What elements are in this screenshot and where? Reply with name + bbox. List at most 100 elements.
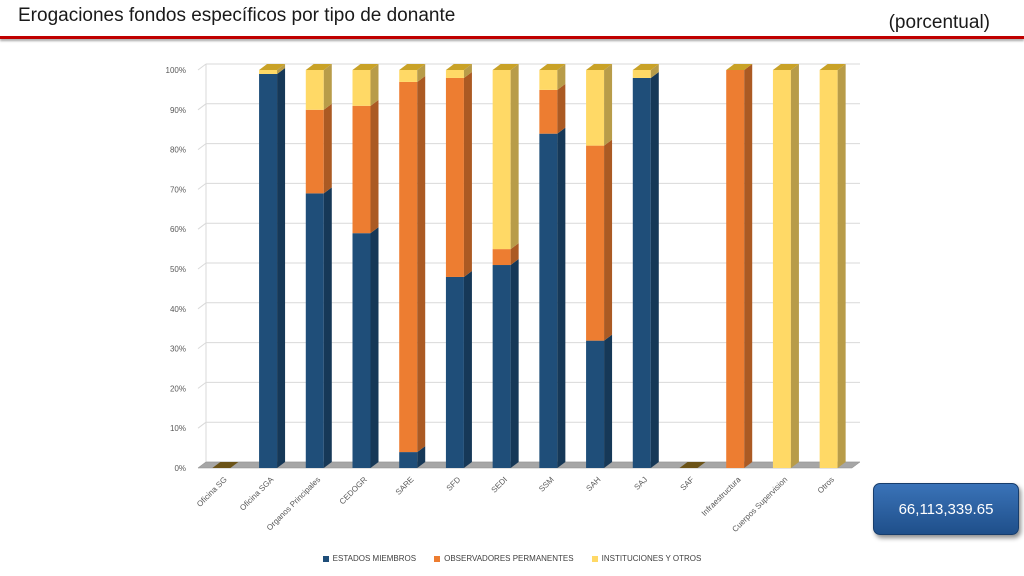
- bar-instituciones: [539, 70, 558, 90]
- bar-estados: [586, 340, 605, 468]
- y-tick-label: 30%: [170, 345, 186, 354]
- chart-floor: [197, 461, 861, 469]
- bar-instituciones: [352, 70, 371, 106]
- x-tick-label: Otros: [816, 475, 836, 495]
- x-tick-label: SFD: [445, 475, 463, 493]
- bar-side-estados: [323, 187, 332, 468]
- x-tick-label: SSM: [537, 475, 556, 494]
- bar-instituciones: [445, 70, 464, 78]
- legend-swatch-observadores: [434, 555, 441, 562]
- bar-side-observadores: [370, 99, 379, 234]
- bar-side-instituciones: [790, 64, 799, 468]
- bar-observadores: [305, 109, 324, 194]
- bar-estados: [399, 452, 418, 468]
- bar-side-observadores: [604, 139, 613, 341]
- bar-top: [305, 64, 332, 70]
- y-tick-label: 20%: [170, 384, 186, 393]
- bar-estados: [259, 73, 278, 468]
- bar-side-observadores: [744, 64, 753, 468]
- y-tick-label: 90%: [170, 106, 186, 115]
- bar-instituciones: [399, 70, 418, 82]
- bar-observadores: [445, 77, 464, 277]
- bar-observadores: [586, 145, 605, 341]
- bar-estados: [632, 77, 651, 469]
- bar-side-instituciones: [463, 64, 472, 78]
- x-tick-label: Oficina SGA: [238, 475, 276, 513]
- bar-observadores: [539, 89, 558, 134]
- bar-side-estados: [463, 270, 472, 468]
- gridline-side: [197, 103, 207, 111]
- bar-instituciones: [305, 70, 324, 110]
- bar-top: [399, 64, 426, 70]
- gridline-side: [197, 143, 207, 151]
- legend-swatch-instituciones: [591, 555, 598, 562]
- x-tick-label: SAJ: [632, 475, 649, 492]
- gridline-side: [197, 222, 207, 230]
- gridline-side: [197, 262, 207, 270]
- bar-observadores: [352, 105, 371, 234]
- gridline-side: [197, 421, 207, 429]
- y-tick-label: 80%: [170, 146, 186, 155]
- x-tick-label: SARE: [394, 475, 416, 497]
- bar-top: [445, 64, 472, 70]
- bar-top: [259, 64, 286, 70]
- bar-side-instituciones: [650, 64, 659, 78]
- bar-side-instituciones: [417, 64, 426, 82]
- bar-instituciones: [772, 70, 791, 468]
- x-tick-label: CEDOGR: [338, 475, 369, 506]
- gridline-side: [197, 302, 207, 310]
- total-amount: 66,113,339.65: [898, 500, 994, 518]
- y-tick-label: 10%: [170, 424, 186, 433]
- bar-top: [772, 64, 799, 70]
- bar-top: [632, 64, 659, 70]
- header-divider: [0, 36, 1024, 39]
- bar-top: [492, 64, 519, 70]
- bar-top: [586, 64, 613, 70]
- bar-instituciones: [492, 70, 511, 250]
- y-tick-label: 40%: [170, 305, 186, 314]
- bar-side-estados: [370, 227, 379, 468]
- x-tick-label: Oficina SG: [195, 475, 229, 509]
- gridline-side: [197, 342, 207, 350]
- bar-side-estados: [510, 259, 519, 468]
- chart-subtitle: (porcentual): [888, 12, 990, 33]
- bar-empty-cap: [679, 462, 706, 468]
- y-tick-label: 100%: [166, 66, 186, 75]
- bar-estados: [352, 233, 371, 468]
- bar-side-estados: [604, 334, 613, 468]
- bar-estados: [492, 265, 511, 468]
- bar-side-instituciones: [323, 64, 332, 110]
- chart-title: Erogaciones fondos específicos por tipo …: [18, 5, 456, 26]
- bar-side-estados: [277, 67, 286, 468]
- legend-item-instituciones: INSTITUCIONES Y OTROS: [591, 554, 702, 563]
- bar-estados: [539, 133, 558, 468]
- total-amount-box: 66,113,339.65: [873, 483, 1019, 535]
- bar-instituciones: [632, 70, 651, 78]
- bar-side-estados: [417, 446, 426, 468]
- bar-empty-cap: [212, 462, 239, 468]
- bar-side-observadores: [557, 83, 566, 134]
- bar-side-observadores: [417, 75, 426, 453]
- bar-top: [819, 64, 846, 70]
- bar-side-estados: [650, 71, 659, 469]
- bar-instituciones: [586, 70, 605, 146]
- bar-observadores: [726, 70, 745, 468]
- bar-side-observadores: [510, 243, 519, 266]
- y-tick-label: 0%: [174, 464, 186, 473]
- legend-swatch-estados: [322, 555, 329, 562]
- x-tick-label: SAH: [584, 475, 602, 493]
- gridline-side: [197, 381, 207, 389]
- bar-estados: [305, 193, 324, 468]
- bar-side-observadores: [323, 103, 332, 194]
- bar-instituciones: [819, 70, 838, 468]
- bar-top: [539, 64, 566, 70]
- bar-instituciones: [259, 70, 278, 74]
- x-tick-label: Organos Principales: [265, 475, 322, 532]
- legend-item-estados: ESTADOS MIEMBROS: [322, 554, 416, 563]
- bar-side-instituciones: [277, 64, 286, 74]
- bar-observadores: [399, 81, 418, 453]
- x-tick-label: SEDI: [489, 475, 509, 495]
- bar-top: [726, 64, 753, 70]
- legend-label-instituciones: INSTITUCIONES Y OTROS: [601, 554, 702, 563]
- y-tick-label: 50%: [170, 265, 186, 274]
